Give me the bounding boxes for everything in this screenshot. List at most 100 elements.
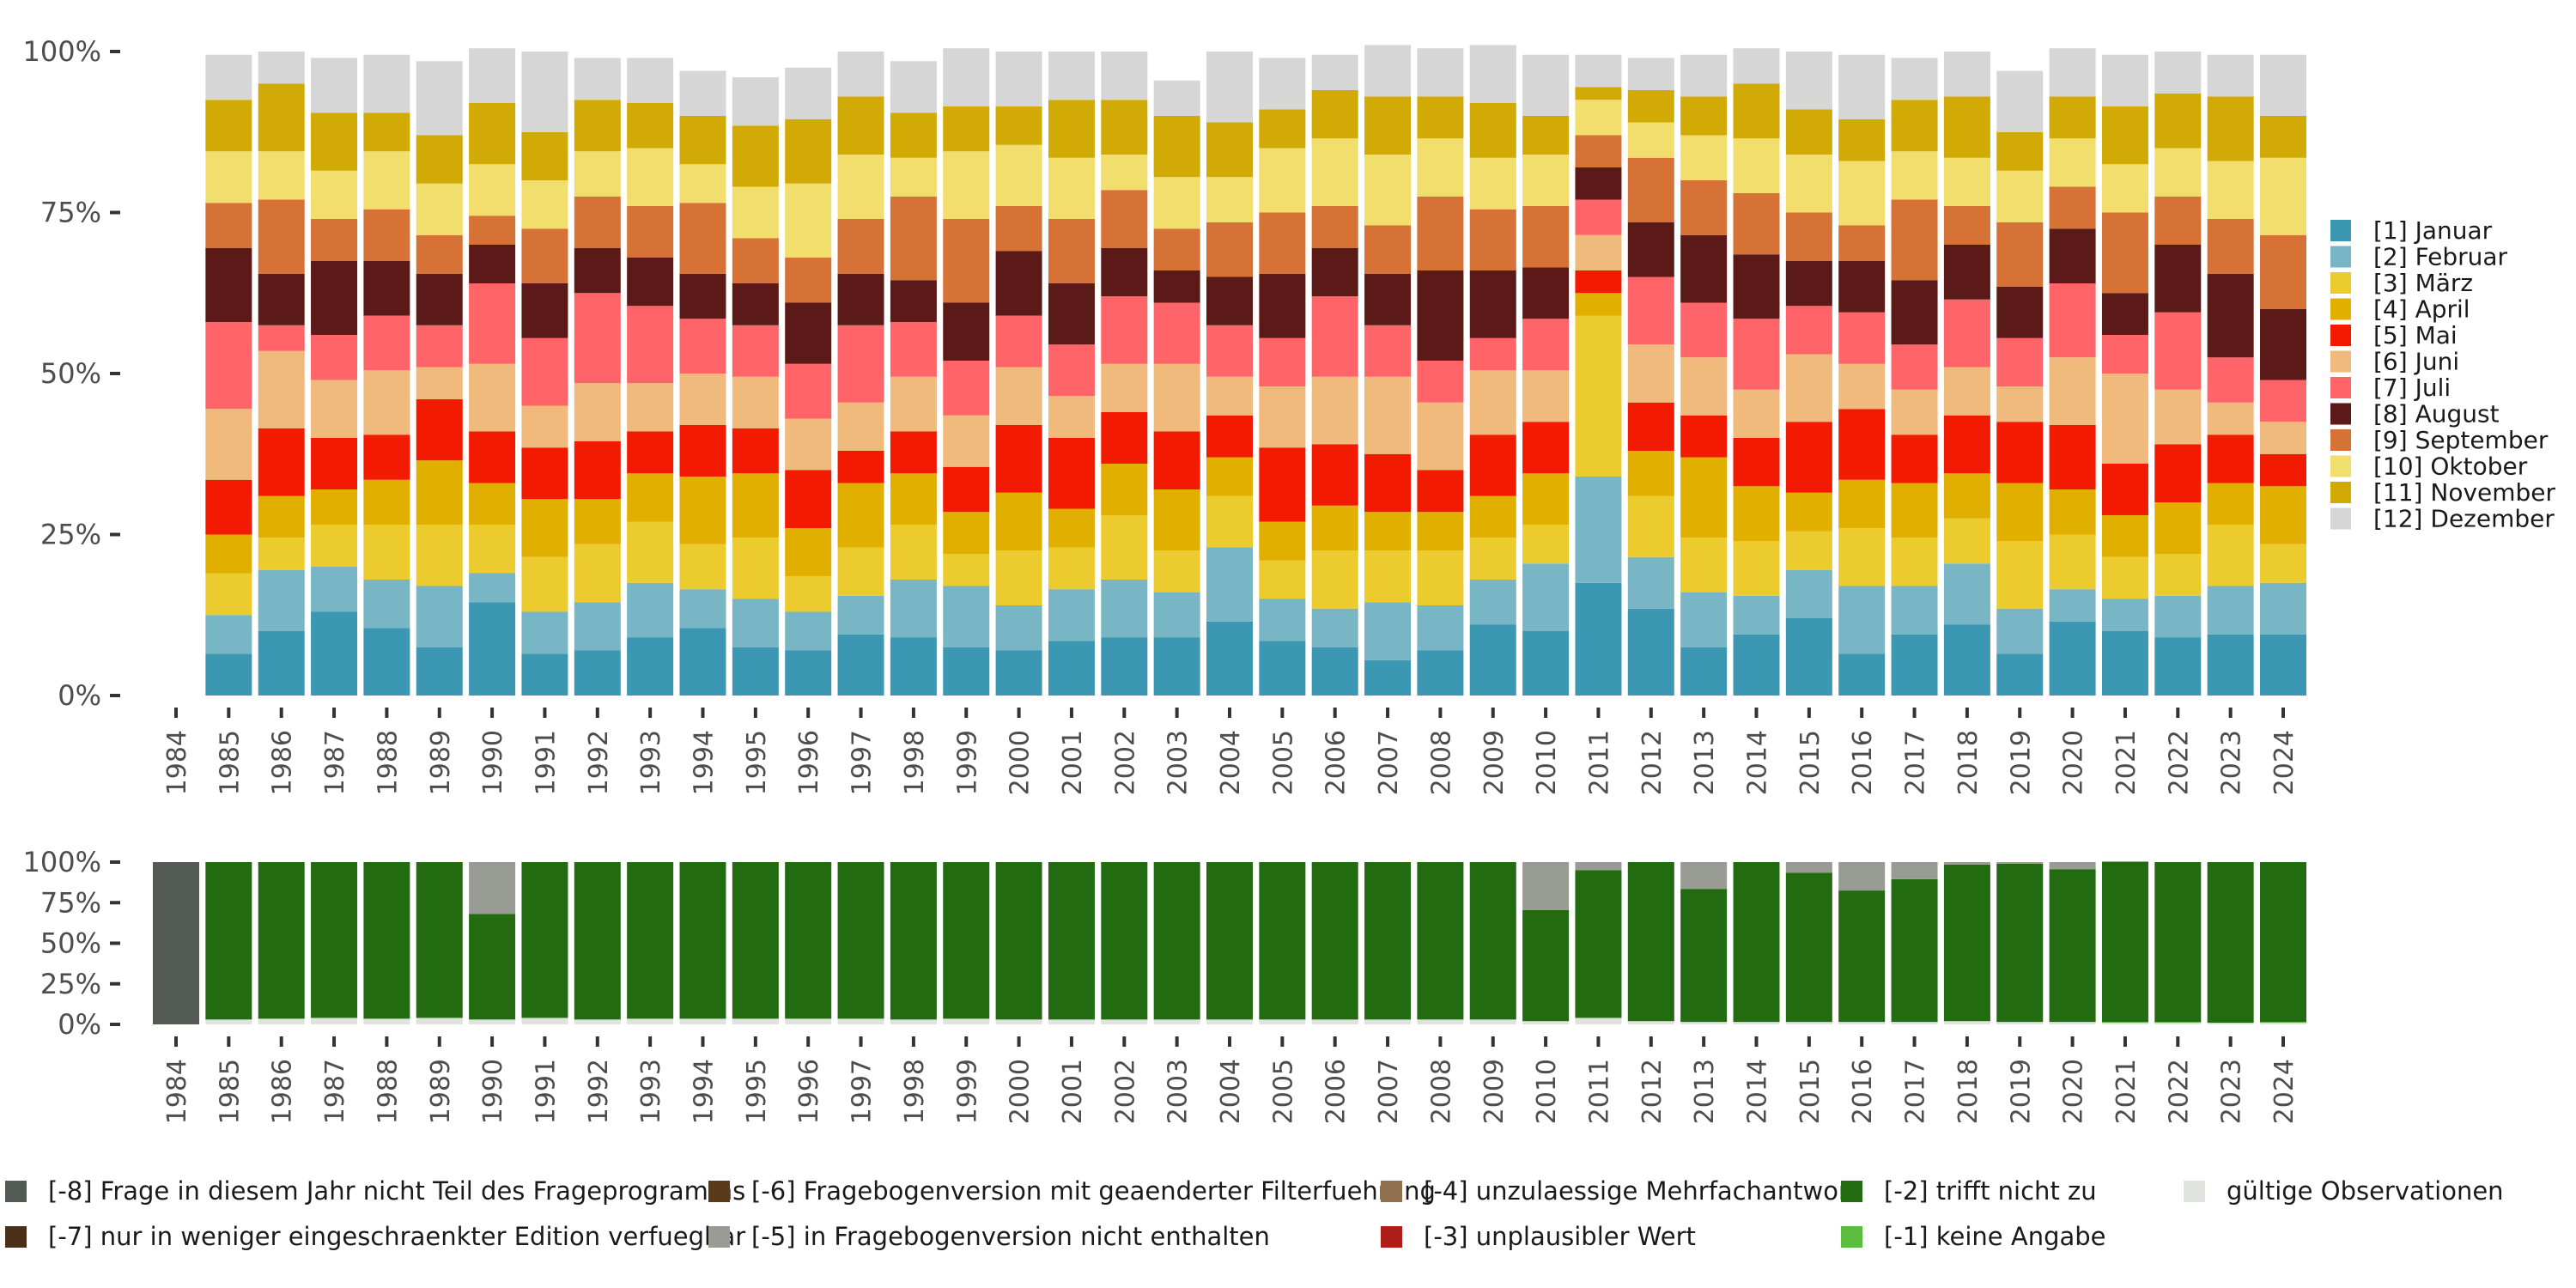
x-tick-label: 1991 bbox=[531, 730, 561, 795]
bar-segment bbox=[679, 477, 726, 544]
bar-segment bbox=[574, 151, 621, 197]
bar-segment bbox=[258, 1018, 305, 1024]
bar-segment bbox=[363, 151, 410, 210]
x-tick-mark bbox=[2018, 708, 2022, 718]
bar-segment bbox=[416, 273, 463, 325]
bar-segment bbox=[679, 203, 726, 274]
bar-segment bbox=[1996, 70, 2044, 132]
bar-segment bbox=[1259, 337, 1306, 386]
bar-segment bbox=[1417, 1019, 1464, 1024]
bar-segment bbox=[890, 473, 937, 526]
legend-label: [-5] in Fragebogenversion nicht enthalte… bbox=[751, 1222, 1270, 1251]
bar-segment bbox=[1838, 54, 1886, 119]
bar-segment bbox=[2154, 554, 2202, 596]
bar-segment bbox=[205, 203, 252, 248]
bar-segment bbox=[363, 580, 410, 629]
bar-segment bbox=[943, 512, 990, 554]
x-tick-mark bbox=[385, 708, 389, 718]
bar-segment bbox=[1048, 396, 1095, 438]
bar-segment bbox=[1627, 402, 1674, 451]
bar-segment bbox=[1575, 477, 1622, 583]
bar-segment bbox=[627, 431, 674, 474]
bar-segment bbox=[679, 164, 726, 204]
bar-segment bbox=[890, 525, 937, 580]
bar-segment bbox=[1680, 457, 1728, 538]
x-tick-label: 2015 bbox=[1795, 1059, 1826, 1124]
bar-segment bbox=[890, 431, 937, 474]
bar-segment bbox=[1364, 659, 1412, 696]
bar-segment bbox=[1785, 618, 1832, 696]
bar-segment bbox=[1259, 641, 1306, 696]
bar-segment bbox=[890, 1019, 937, 1024]
bar-segment bbox=[943, 361, 990, 416]
bar-segment bbox=[1048, 438, 1095, 509]
bar-segment bbox=[258, 325, 305, 351]
bar-segment bbox=[627, 58, 674, 103]
bar-segment bbox=[1627, 58, 1674, 90]
x-tick-mark bbox=[1544, 708, 1548, 718]
legend-label: [4] April bbox=[2373, 295, 2470, 324]
bar-segment bbox=[258, 83, 305, 152]
legend-swatch bbox=[2330, 272, 2351, 294]
x-tick-label: 2019 bbox=[2006, 1059, 2036, 1124]
bar-segment bbox=[258, 273, 305, 325]
bar-segment bbox=[258, 862, 305, 1019]
bar-segment bbox=[732, 325, 779, 377]
x-tick-label: 1990 bbox=[478, 1059, 508, 1124]
bar-segment bbox=[732, 598, 779, 647]
bar-segment bbox=[258, 495, 305, 538]
bar-segment bbox=[1838, 586, 1886, 654]
bar-segment bbox=[1996, 337, 2044, 386]
x-tick-label: 1988 bbox=[373, 1059, 403, 1124]
legend-label: [6] Juni bbox=[2373, 348, 2459, 376]
bar-segment bbox=[1364, 512, 1412, 551]
bar-segment bbox=[521, 556, 568, 612]
bar-segment bbox=[1259, 273, 1306, 338]
y-tick-mark bbox=[110, 901, 120, 905]
bar-segment bbox=[1943, 563, 1990, 625]
bar-segment bbox=[1627, 608, 1674, 696]
bar-segment bbox=[1943, 367, 1990, 416]
bar-segment bbox=[943, 151, 990, 219]
x-tick-mark bbox=[1702, 1036, 1706, 1047]
bar-segment bbox=[1206, 122, 1253, 178]
legend-swatch bbox=[2330, 482, 2351, 503]
bar-segment bbox=[890, 196, 937, 281]
bar-segment bbox=[574, 602, 621, 651]
legend-label: [5] Mai bbox=[2373, 321, 2458, 349]
bar-segment bbox=[311, 611, 358, 696]
bar-segment bbox=[1311, 54, 1358, 90]
bar-segment bbox=[363, 479, 410, 526]
x-tick-mark bbox=[911, 708, 915, 718]
bar-segment bbox=[1048, 862, 1095, 1020]
y-tick-mark bbox=[110, 694, 120, 697]
bar-segment bbox=[311, 489, 358, 526]
bar-segment bbox=[1469, 209, 1516, 270]
x-tick-label: 2013 bbox=[1690, 730, 1720, 795]
legend-swatch bbox=[2330, 455, 2351, 477]
bar-segment bbox=[1417, 862, 1464, 1020]
x-tick-mark bbox=[1807, 1036, 1811, 1047]
bar-segment bbox=[1206, 1019, 1253, 1024]
x-tick-label: 2010 bbox=[1532, 1059, 1562, 1124]
bar-segment bbox=[311, 260, 358, 335]
bar-segment bbox=[521, 52, 568, 132]
bar-segment bbox=[205, 573, 252, 616]
bar-segment bbox=[627, 521, 674, 583]
y-tick-mark bbox=[110, 941, 120, 945]
bar-segment bbox=[943, 219, 990, 303]
bar-segment bbox=[574, 544, 621, 603]
bar-segment bbox=[521, 447, 568, 500]
x-tick-mark bbox=[279, 708, 283, 718]
bar-segment bbox=[469, 245, 516, 283]
bar-segment bbox=[1469, 1019, 1516, 1024]
bar-segment bbox=[1575, 100, 1622, 136]
x-tick-label: 2000 bbox=[1005, 730, 1036, 795]
bar-segment bbox=[1469, 103, 1516, 158]
bar-segment bbox=[1785, 569, 1832, 618]
bar-segment bbox=[2207, 54, 2254, 97]
bar-segment bbox=[1996, 131, 2044, 171]
bar-segment bbox=[1943, 52, 1990, 97]
bar-segment bbox=[2049, 869, 2096, 1023]
bar-segment bbox=[785, 302, 832, 364]
